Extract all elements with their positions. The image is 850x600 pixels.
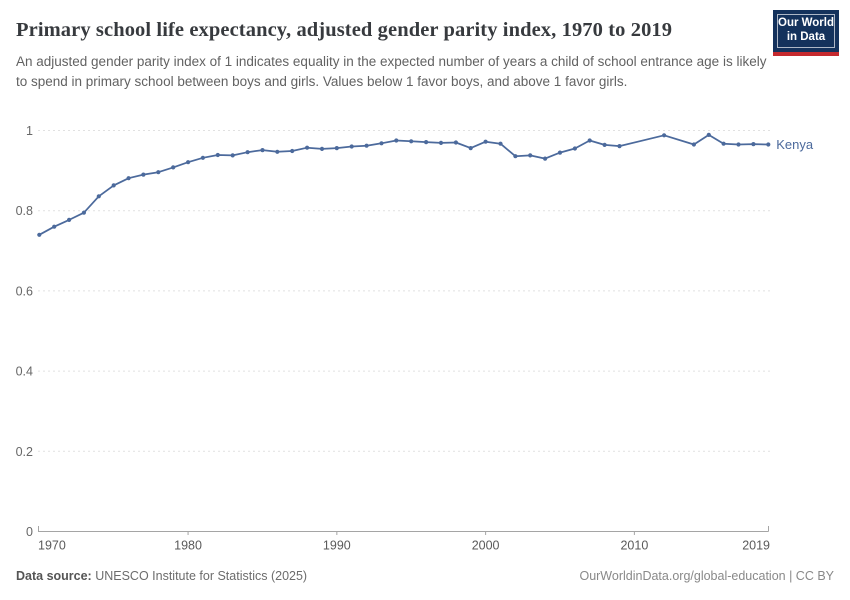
data-point-marker xyxy=(617,144,622,149)
y-axis-tick-label: 0.8 xyxy=(16,204,33,218)
data-point-marker xyxy=(498,141,503,146)
y-axis-tick-label: 0.6 xyxy=(16,284,33,298)
data-point-marker xyxy=(528,153,533,158)
x-axis-tick-label: 1970 xyxy=(38,539,66,553)
data-point-marker xyxy=(126,176,131,181)
y-axis-tick-label: 1 xyxy=(26,124,33,138)
data-point-marker xyxy=(245,150,250,155)
owid-logo-text: Our World in Data xyxy=(777,14,835,48)
data-point-marker xyxy=(215,152,220,158)
data-point-marker xyxy=(557,150,563,155)
x-axis-tick-label: 2000 xyxy=(472,539,500,553)
data-point-marker xyxy=(334,146,339,151)
data-point-marker xyxy=(766,142,771,147)
data-point-marker xyxy=(751,142,756,147)
chart-footer: Data source: UNESCO Institute for Statis… xyxy=(16,569,834,583)
data-point-marker xyxy=(67,217,72,222)
data-point-marker xyxy=(468,146,473,151)
owid-logo-line2: in Data xyxy=(786,30,826,43)
data-point-marker xyxy=(81,210,86,215)
x-axis-tick-label: 2019 xyxy=(742,539,770,553)
data-point-marker xyxy=(200,155,205,160)
data-source-label: Data source: xyxy=(16,569,92,583)
data-point-marker xyxy=(379,141,384,146)
data-point-marker xyxy=(156,170,161,175)
data-point-marker xyxy=(602,142,607,147)
data-point-marker xyxy=(424,140,429,145)
data-point-marker xyxy=(186,160,191,165)
owid-logo-line1: Our World xyxy=(778,17,835,29)
y-axis-tick-label: 0 xyxy=(26,525,33,539)
data-point-marker xyxy=(230,153,235,158)
data-point-marker xyxy=(394,138,399,143)
data-source-text: UNESCO Institute for Statistics (2025) xyxy=(91,569,308,583)
data-point-marker xyxy=(543,156,548,161)
data-point-marker xyxy=(483,139,488,144)
chart-title: Primary school life expectancy, adjusted… xyxy=(16,19,673,41)
data-point-marker xyxy=(111,183,116,188)
x-axis-tick-label: 2010 xyxy=(620,539,648,553)
data-point-marker xyxy=(572,146,578,151)
data-point-marker xyxy=(319,146,325,151)
data-point-marker xyxy=(721,141,726,146)
data-point-marker xyxy=(349,144,354,149)
x-axis-tick-label: 1980 xyxy=(174,539,202,553)
y-axis-tick-label: 0.4 xyxy=(16,365,33,379)
data-point-marker xyxy=(37,232,42,237)
series-line-kenya xyxy=(38,134,769,236)
data-point-marker xyxy=(691,142,697,147)
data-point-marker xyxy=(453,140,458,145)
chart-subtitle: An adjusted gender parity index of 1 ind… xyxy=(16,54,767,89)
data-point-marker xyxy=(305,145,310,150)
data-point-marker xyxy=(736,142,741,147)
data-point-marker xyxy=(706,132,711,137)
data-point-marker xyxy=(290,148,295,154)
data-point-marker xyxy=(52,224,57,229)
data-point-marker xyxy=(587,138,592,143)
data-point-marker xyxy=(364,143,369,148)
y-axis-tick-label: 0.2 xyxy=(16,445,33,459)
data-point-marker xyxy=(662,133,667,138)
data-point-marker xyxy=(275,149,280,154)
x-axis-tick-label: 1990 xyxy=(323,539,351,553)
owid-logo[interactable]: Our World in Data xyxy=(773,10,839,56)
chart-header: Primary school life expectancy, adjusted… xyxy=(0,0,850,91)
data-source-note: Data source: UNESCO Institute for Statis… xyxy=(16,569,307,583)
attribution-text: OurWorldinData.org/global-education | CC… xyxy=(579,569,834,583)
data-point-marker xyxy=(141,172,146,177)
data-point-marker xyxy=(513,154,518,159)
series-label-kenya: Kenya xyxy=(776,137,814,152)
data-point-marker xyxy=(171,165,176,170)
data-point-marker xyxy=(438,140,444,145)
data-point-marker xyxy=(409,139,414,144)
data-point-marker xyxy=(96,194,101,199)
data-point-marker xyxy=(260,148,265,153)
